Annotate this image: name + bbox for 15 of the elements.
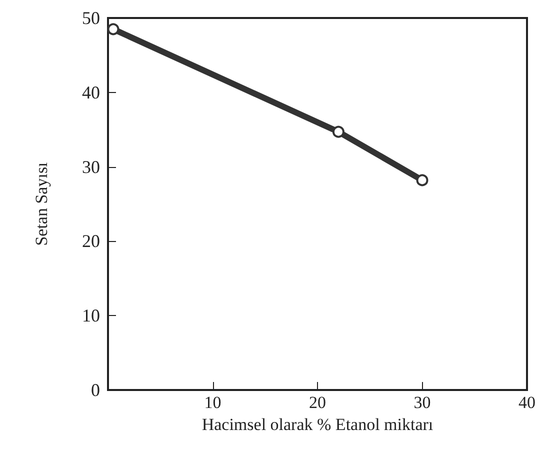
- y-tick-label: 10: [82, 306, 100, 326]
- y-axis-title: Setan Sayısı: [32, 162, 51, 246]
- y-tick-label: 0: [91, 380, 100, 400]
- point: [332, 126, 344, 138]
- y-tick-label: 40: [82, 82, 100, 102]
- x-axis-title: Hacimsel olarak % Etanol miktarı: [202, 414, 434, 434]
- point: [416, 174, 428, 186]
- point: [107, 23, 120, 36]
- y-tick-label: 20: [82, 231, 100, 252]
- x-tick-label: 10: [204, 393, 222, 412]
- x-tick-label: 20: [309, 393, 326, 412]
- y-tick-label: 30: [82, 156, 100, 177]
- x-tick-label: 40: [518, 393, 536, 412]
- x-tick-label: 30: [414, 393, 431, 412]
- y-tick-label: 50: [82, 8, 100, 28]
